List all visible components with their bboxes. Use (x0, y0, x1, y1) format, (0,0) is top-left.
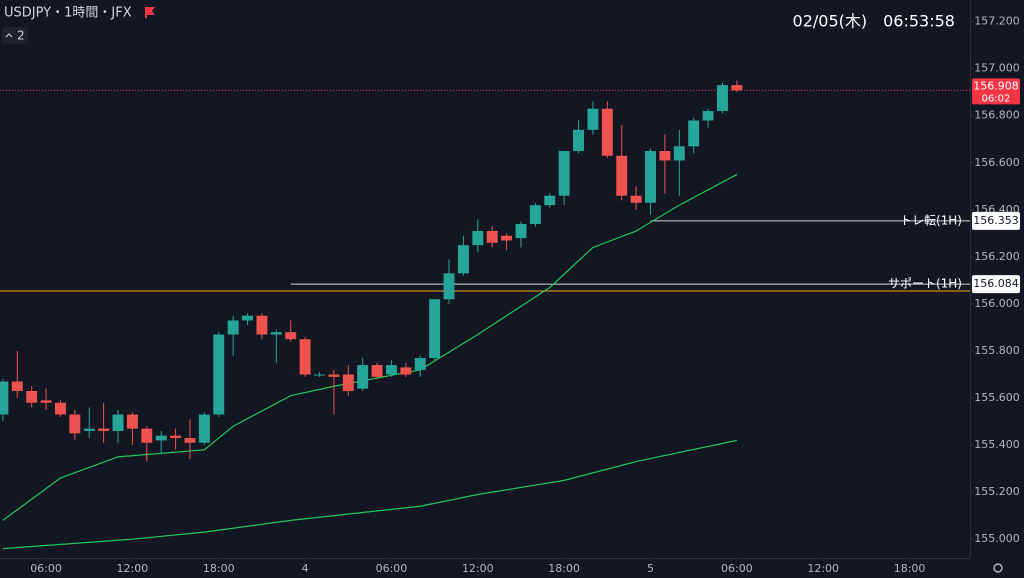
moving-average (2, 439, 737, 550)
candle-body (630, 195, 642, 203)
x-tick-label: 18:00 (203, 562, 235, 575)
chevron-icon (5, 33, 13, 38)
candle-body (270, 332, 282, 335)
candle-body (54, 402, 66, 415)
candle-body (702, 111, 714, 121)
y-tick-label: 155.200 (974, 485, 1020, 498)
candle-body (314, 374, 325, 376)
candle-body (587, 108, 599, 130)
y-tick-label: 156.000 (974, 297, 1020, 310)
candle-body (544, 195, 556, 206)
candle-body (126, 414, 138, 429)
level-price: 156.084 (973, 277, 1019, 290)
candle-body (256, 315, 268, 335)
candle-body (213, 334, 225, 415)
symbol-title[interactable]: USDJPY・1時間・JFX (4, 6, 132, 21)
candle-body (342, 374, 354, 391)
indicator-toggle[interactable] (2, 27, 28, 44)
candle-body (112, 414, 124, 431)
candle-body (472, 231, 484, 246)
candle-body (616, 155, 628, 196)
level-label: トレ転(1H) (900, 213, 962, 227)
candle-body (242, 315, 254, 321)
y-tick-label: 155.600 (974, 391, 1020, 404)
indicator-count: 2 (17, 29, 25, 43)
level-price: 156.353 (973, 214, 1019, 227)
candle-body (501, 235, 513, 241)
candle-body (414, 358, 426, 370)
y-tick-label: 157.200 (974, 15, 1020, 28)
x-tick-label: 12:00 (462, 562, 494, 575)
candle-body (11, 381, 23, 391)
candle-body (673, 146, 685, 161)
current-price: 156.908 (973, 79, 1019, 92)
candle-body (659, 151, 671, 161)
y-tick-label: 156.200 (974, 250, 1020, 263)
x-tick-label: 5 (647, 562, 654, 575)
y-tick-label: 156.600 (974, 156, 1020, 169)
x-tick-label: 4 (302, 562, 309, 575)
settings-icon[interactable] (993, 563, 1003, 573)
x-tick-label: 06:00 (721, 562, 753, 575)
candle-body (299, 339, 311, 375)
candle-body (83, 428, 95, 431)
candle-body (716, 85, 728, 112)
y-tick-label: 155.000 (974, 532, 1020, 545)
candle-body (141, 428, 153, 443)
candle-body (429, 299, 441, 359)
y-tick-label: 155.400 (974, 438, 1020, 451)
candle-body (601, 108, 613, 156)
candle-body (184, 438, 196, 443)
y-tick-label: 155.800 (974, 344, 1020, 357)
x-tick-label: 12:00 (117, 562, 149, 575)
candle-body (0, 381, 9, 415)
candle-body (69, 414, 81, 434)
candle-body (486, 231, 498, 243)
level-label: サポート(1H) (888, 277, 962, 291)
candle-body (731, 85, 743, 91)
level-price-box (972, 275, 1020, 294)
candle-body (328, 374, 340, 377)
clock: 02/05(木) 06:53:58 (793, 12, 955, 31)
y-tick-label: 156.800 (974, 109, 1020, 122)
candle-body (558, 151, 570, 196)
x-tick-label: 18:00 (548, 562, 580, 575)
level-price-box (972, 211, 1020, 230)
candle-body (198, 414, 210, 443)
candle-body (529, 205, 541, 224)
candle-body (515, 223, 527, 239)
candle-body (443, 273, 455, 300)
candle-body (457, 245, 469, 274)
candle-body (40, 400, 52, 403)
flag-icon[interactable] (145, 7, 155, 18)
candle-body (357, 365, 369, 389)
candle-body (170, 435, 182, 439)
candle-body (155, 435, 167, 441)
candle-body (98, 428, 110, 431)
candle-body (227, 320, 239, 335)
countdown: 06:02 (982, 93, 1011, 104)
candle-body (385, 365, 397, 375)
candle-body (688, 120, 700, 147)
x-tick-label: 06:00 (376, 562, 408, 575)
x-tick-label: 18:00 (894, 562, 926, 575)
candle-body (573, 129, 585, 152)
price-box (972, 78, 1020, 105)
candle-body (645, 151, 656, 203)
candle-body (285, 332, 297, 340)
candle-body (26, 390, 38, 403)
candle-body (371, 365, 383, 377)
x-tick-label: 12:00 (807, 562, 839, 575)
y-tick-label: 157.000 (974, 62, 1020, 75)
x-tick-label: 06:00 (30, 562, 62, 575)
candle-body (400, 367, 412, 375)
